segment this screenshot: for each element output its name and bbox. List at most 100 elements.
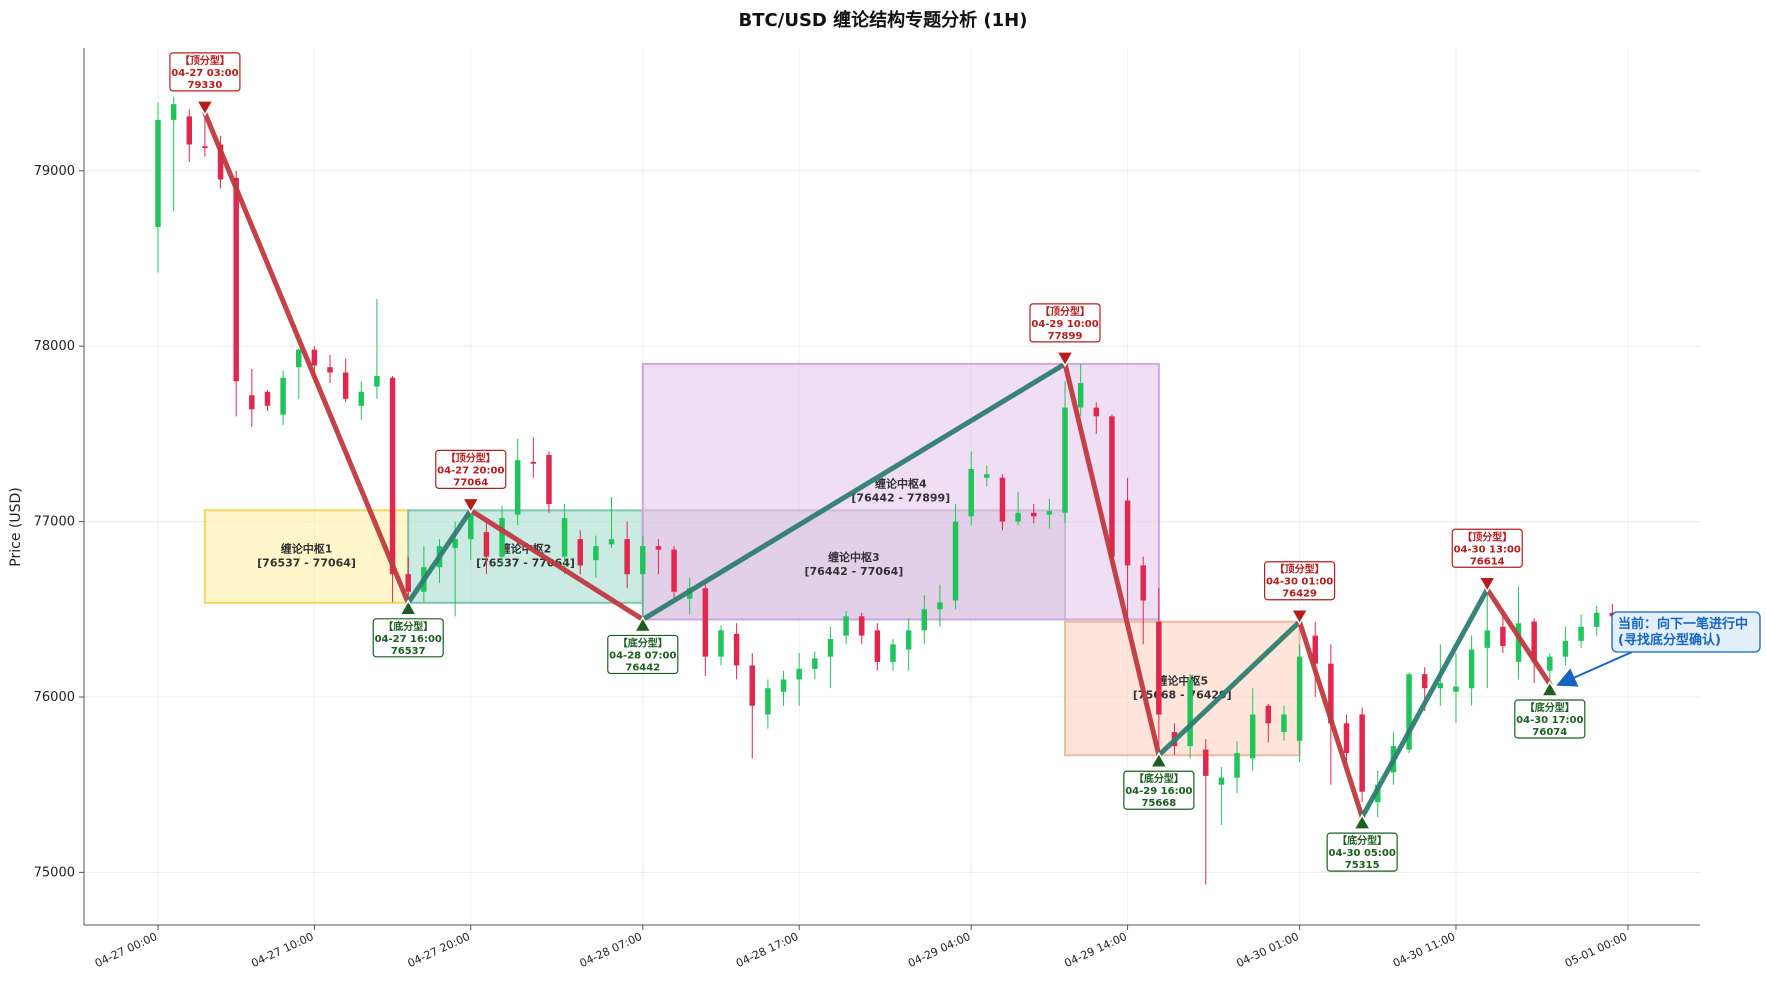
candle-body [733, 633, 740, 666]
candle-body [1547, 656, 1553, 671]
fenxing-label-1-1: 【顶分型】 [180, 54, 230, 67]
fenxing-box-9 [1451, 528, 1523, 568]
y-tick-label: 77000 [34, 515, 75, 530]
current-note-line-1: 当前：向下一笔进行中 [1618, 616, 1748, 632]
candle-body [765, 688, 771, 715]
top-fenxing-marker-5 [1055, 351, 1075, 368]
fenxing-label-6-1: 【底分型】 [1134, 772, 1184, 785]
bottom-fenxing-marker-6 [1149, 751, 1169, 768]
top-fenxing-marker-7 [1290, 608, 1309, 626]
bottom-fenxing-marker-2 [398, 599, 418, 616]
candle-body [499, 518, 505, 557]
candle-body [546, 454, 552, 505]
candle-body [530, 461, 537, 464]
candle-body [1453, 686, 1459, 692]
y-tick-label: 78000 [34, 339, 75, 354]
fenxing-label-9-3: 76614 [1470, 556, 1505, 567]
candle-body [374, 375, 380, 387]
fenxing-label-9-2: 04-30 13:00 [1454, 544, 1521, 555]
candle-body [1578, 626, 1584, 641]
candle-body [702, 588, 709, 657]
candle-body [577, 539, 583, 566]
fenxing-label-1-3: 79330 [188, 80, 223, 91]
candle-body [718, 630, 724, 657]
fenxing-label-6-2: 04-29 16:00 [1125, 786, 1192, 797]
candle-body [311, 349, 318, 366]
candle-body [233, 177, 239, 382]
candle-body [1109, 416, 1115, 557]
candle-body [999, 477, 1006, 522]
candle-body [1359, 714, 1365, 792]
candle-body [1500, 626, 1506, 647]
candle-body [1484, 630, 1490, 648]
fenxing-label-7-2: 04-30 01:00 [1266, 577, 1333, 588]
zhongshu-label-4: 缠论中枢4 [875, 477, 927, 491]
candle-body [342, 372, 349, 399]
top-fenxing-marker-9 [1477, 576, 1497, 593]
fenxing-label-3-2: 04-27 20:00 [437, 465, 504, 476]
candle-body [1328, 663, 1334, 724]
candle-body [749, 665, 755, 706]
candle-body [1093, 407, 1100, 417]
fenxing-label-8-3: 75315 [1345, 860, 1380, 871]
candle-body [827, 639, 834, 657]
zhongshu-range-1: [76537 - 77064] [257, 557, 356, 570]
fenxing-label-2-1: 【底分型】 [383, 620, 433, 633]
fenxing-box-7 [1263, 561, 1336, 601]
fenxing-box-6 [1123, 770, 1195, 810]
candle-body [1187, 679, 1193, 747]
fenxing-label-3-1: 【顶分型】 [446, 451, 496, 464]
candle-body [202, 146, 208, 148]
bottom-fenxing-marker-4 [633, 615, 653, 633]
candle-body [405, 574, 411, 592]
bi-strokes [202, 110, 1553, 820]
fenxing-label-9-1: 【顶分型】 [1462, 530, 1512, 543]
current-arrow [1556, 651, 1633, 687]
candle-body [217, 144, 224, 180]
candle-body [1421, 674, 1428, 689]
candle-body [843, 616, 849, 636]
fenxing-box-10 [1514, 699, 1586, 739]
fenxing-label-2-3: 76537 [391, 646, 426, 657]
candle-body [561, 518, 568, 557]
fenxing-label-7-1: 【顶分型】 [1275, 563, 1325, 576]
candle-body [796, 668, 802, 680]
zhongshu-range-4: [76442 - 77899] [851, 492, 950, 505]
candle-body [984, 474, 990, 478]
chart-title: BTC/USD 缠论结构专题分析 (1H) [739, 9, 1028, 31]
candle-body [858, 616, 865, 636]
candle-body [1593, 612, 1600, 627]
candle-body [921, 609, 928, 631]
candle-body [1437, 682, 1444, 689]
candle-body [608, 539, 615, 545]
candle-body [874, 630, 881, 662]
candle-body [358, 391, 365, 406]
candle-body [780, 679, 787, 692]
y-tick-label: 75000 [34, 865, 75, 880]
candle-body [1531, 621, 1537, 662]
zhongshu-label-5: 缠论中枢5 [1156, 673, 1208, 687]
fenxing-box-3 [435, 449, 507, 489]
fenxing-box-8 [1326, 832, 1398, 872]
candle-body [952, 521, 959, 601]
candle-body [1077, 383, 1084, 408]
fenxing-label-5-1: 【顶分型】 [1040, 305, 1090, 318]
fenxing-label-10-3: 76074 [1532, 727, 1567, 738]
candle-body [514, 460, 521, 515]
fenxing-label-3-3: 77064 [453, 477, 488, 488]
candle-body [452, 539, 458, 548]
candle-body [186, 116, 193, 145]
fenxing-label-4-2: 04-28 07:00 [609, 650, 676, 661]
top-fenxing-marker-3 [461, 497, 481, 514]
candle-body [1406, 674, 1412, 750]
candle-body [1562, 640, 1569, 657]
candle-body [296, 349, 302, 368]
fenxing-label-6-3: 75668 [1141, 798, 1176, 809]
fenxing-label-7-3: 76429 [1282, 589, 1317, 600]
candle-body [905, 630, 912, 650]
current-note-box [1611, 611, 1761, 653]
candle-body [280, 377, 286, 415]
zhongshu-label-3: 缠论中枢3 [828, 550, 880, 564]
